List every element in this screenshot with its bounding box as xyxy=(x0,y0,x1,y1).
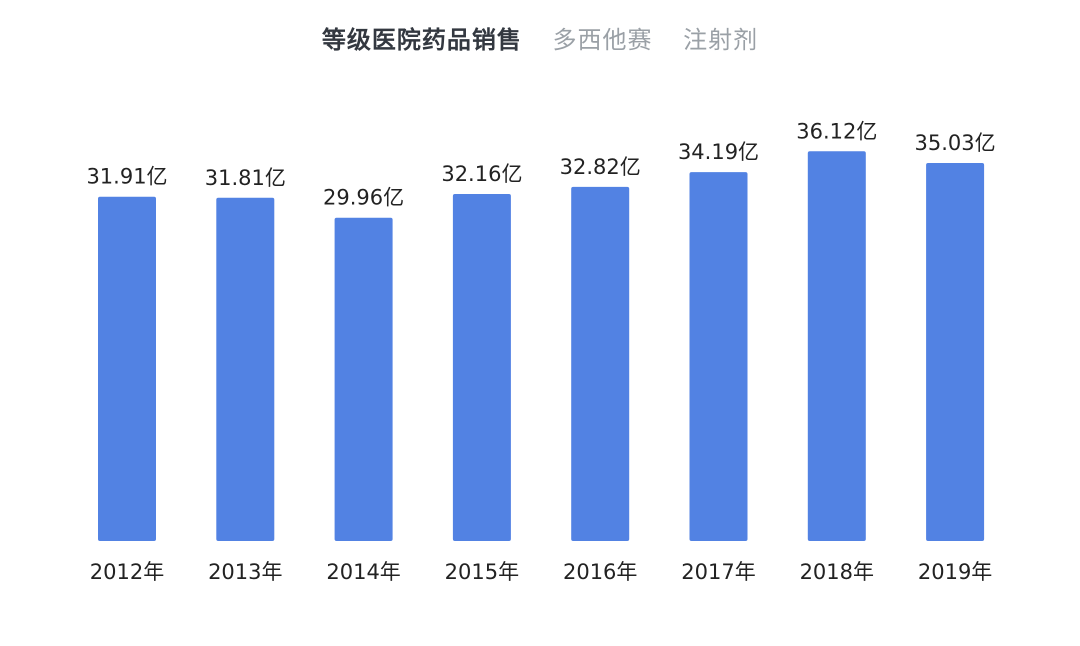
category-label-2017年: 2017年 xyxy=(681,560,755,584)
bar-2012年 xyxy=(98,196,156,541)
value-labels-group: 31.91亿 31.81亿 29.96亿 32.16亿 32.82亿 34.19亿 36.1… xyxy=(86,119,995,209)
category-label-2019年: 2019年 xyxy=(918,560,992,584)
bar-2017年 xyxy=(689,172,748,541)
value-label-2016年: 32.82亿 xyxy=(560,155,641,179)
bar-2013年 xyxy=(216,197,275,542)
bar-2015年 xyxy=(452,194,511,541)
category-label-2016年: 2016年 xyxy=(563,560,637,584)
chart-title: 等级医院药品销售 多西他赛 注射剂 xyxy=(0,20,1080,55)
value-label-2014年: 29.96亿 xyxy=(323,186,404,210)
category-label-2013年: 2013年 xyxy=(208,560,282,584)
value-label-2015年: 32.16亿 xyxy=(441,162,522,186)
bars-group xyxy=(98,151,985,542)
value-label-2012年: 31.91亿 xyxy=(86,165,167,189)
bar-2019年 xyxy=(926,163,985,541)
category-labels-group: 2012年 2013年 2014年 2015年 2016年 2017年 2018年 2019年 xyxy=(90,560,993,584)
value-label-2017年: 34.19亿 xyxy=(678,140,759,164)
chart-title-dosage-form: 注射剂 xyxy=(683,26,759,54)
value-label-2013年: 31.81亿 xyxy=(205,166,286,190)
category-label-2014年: 2014年 xyxy=(326,560,400,584)
bar-2016年 xyxy=(571,186,630,541)
chart-title-main: 等级医院药品销售 xyxy=(321,26,522,54)
bar-2014年 xyxy=(334,217,393,541)
value-label-2019年: 35.03亿 xyxy=(915,131,996,155)
category-label-2012年: 2012年 xyxy=(90,560,164,584)
bar-2018年 xyxy=(807,151,866,542)
chart-title-drug: 多西他赛 xyxy=(552,26,653,54)
value-label-2018年: 36.12亿 xyxy=(796,119,877,143)
category-label-2015年: 2015年 xyxy=(445,560,519,584)
category-label-2018年: 2018年 xyxy=(800,560,874,584)
